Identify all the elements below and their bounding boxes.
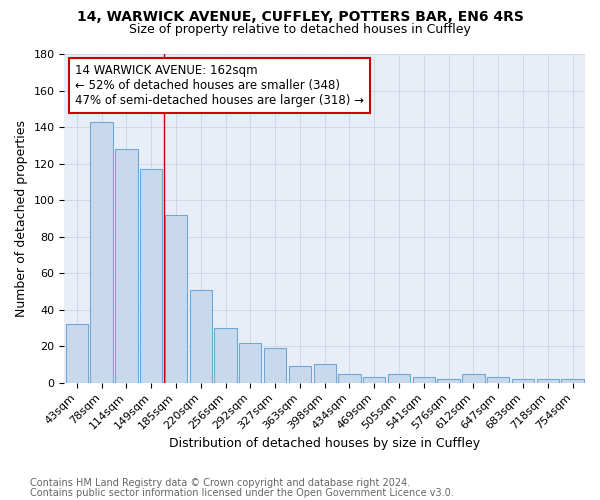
Bar bbox=[289, 366, 311, 382]
Bar bbox=[388, 374, 410, 382]
Bar bbox=[462, 374, 485, 382]
Bar bbox=[65, 324, 88, 382]
Bar bbox=[363, 378, 385, 382]
Text: 14 WARWICK AVENUE: 162sqm
← 52% of detached houses are smaller (348)
47% of semi: 14 WARWICK AVENUE: 162sqm ← 52% of detac… bbox=[75, 64, 364, 107]
Text: Contains HM Land Registry data © Crown copyright and database right 2024.: Contains HM Land Registry data © Crown c… bbox=[30, 478, 410, 488]
Bar bbox=[214, 328, 236, 382]
Text: 14, WARWICK AVENUE, CUFFLEY, POTTERS BAR, EN6 4RS: 14, WARWICK AVENUE, CUFFLEY, POTTERS BAR… bbox=[77, 10, 523, 24]
Bar bbox=[165, 214, 187, 382]
Bar bbox=[338, 374, 361, 382]
Bar bbox=[487, 378, 509, 382]
Bar bbox=[562, 379, 584, 382]
Bar bbox=[190, 290, 212, 382]
Bar bbox=[437, 379, 460, 382]
Y-axis label: Number of detached properties: Number of detached properties bbox=[15, 120, 28, 317]
Bar bbox=[140, 169, 163, 382]
Bar bbox=[264, 348, 286, 382]
Bar bbox=[115, 149, 137, 382]
Text: Contains public sector information licensed under the Open Government Licence v3: Contains public sector information licen… bbox=[30, 488, 454, 498]
Bar bbox=[314, 364, 336, 382]
Bar bbox=[536, 379, 559, 382]
Bar bbox=[91, 122, 113, 382]
X-axis label: Distribution of detached houses by size in Cuffley: Distribution of detached houses by size … bbox=[169, 437, 480, 450]
Bar bbox=[239, 342, 262, 382]
Bar bbox=[512, 379, 534, 382]
Text: Size of property relative to detached houses in Cuffley: Size of property relative to detached ho… bbox=[129, 22, 471, 36]
Bar bbox=[413, 378, 435, 382]
